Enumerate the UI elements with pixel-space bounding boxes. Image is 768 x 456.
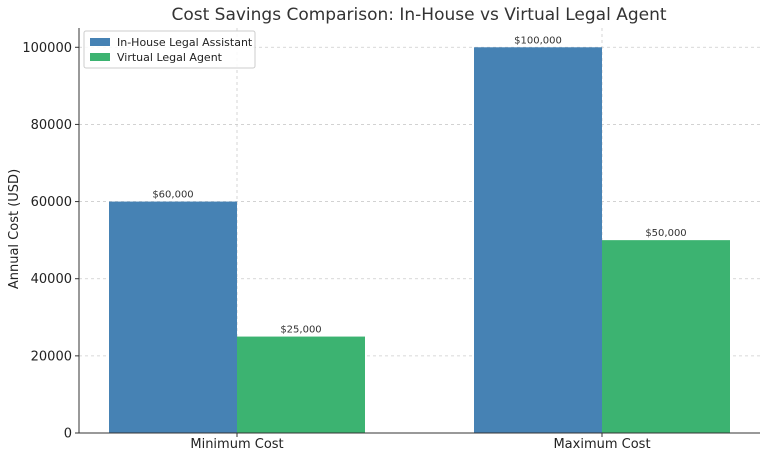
legend-swatch xyxy=(90,38,110,46)
legend: In-House Legal Assistant Virtual Legal Ag… xyxy=(83,30,256,69)
axes: 0 20000 40000 60000 80000 100000 Minimum Cost M… xyxy=(22,28,760,452)
bar xyxy=(109,201,237,433)
y-tick-label: 80000 xyxy=(31,118,72,133)
legend-entry-label: Virtual Legal Agent xyxy=(117,51,223,64)
bars: $60,000 $100,000 $25,000 $50,000 xyxy=(109,35,730,434)
y-tick-label: 60000 xyxy=(31,195,72,210)
chart-title: Cost Savings Comparison: In-House vs Vir… xyxy=(171,5,666,25)
bar-value-label: $50,000 xyxy=(645,228,686,239)
legend-swatch xyxy=(90,53,110,61)
y-axis-label: Annual Cost (USD) xyxy=(7,169,22,289)
legend-entry-label: In-House Legal Assistant xyxy=(117,36,253,49)
legend-box xyxy=(83,30,256,69)
y-tick-label: 20000 xyxy=(31,349,72,364)
bar xyxy=(237,336,365,433)
bar-value-label: $60,000 xyxy=(152,190,193,201)
y-tick-label: 100000 xyxy=(22,41,72,56)
x-tick-label: Maximum Cost xyxy=(553,437,650,452)
bar-value-label: $25,000 xyxy=(280,325,321,336)
y-tick-label: 40000 xyxy=(31,272,72,287)
x-tick-label: Minimum Cost xyxy=(190,437,283,452)
bar xyxy=(474,47,602,434)
bar-value-label: $100,000 xyxy=(514,35,562,46)
bar xyxy=(602,240,730,433)
y-tick-label: 0 xyxy=(64,427,72,442)
